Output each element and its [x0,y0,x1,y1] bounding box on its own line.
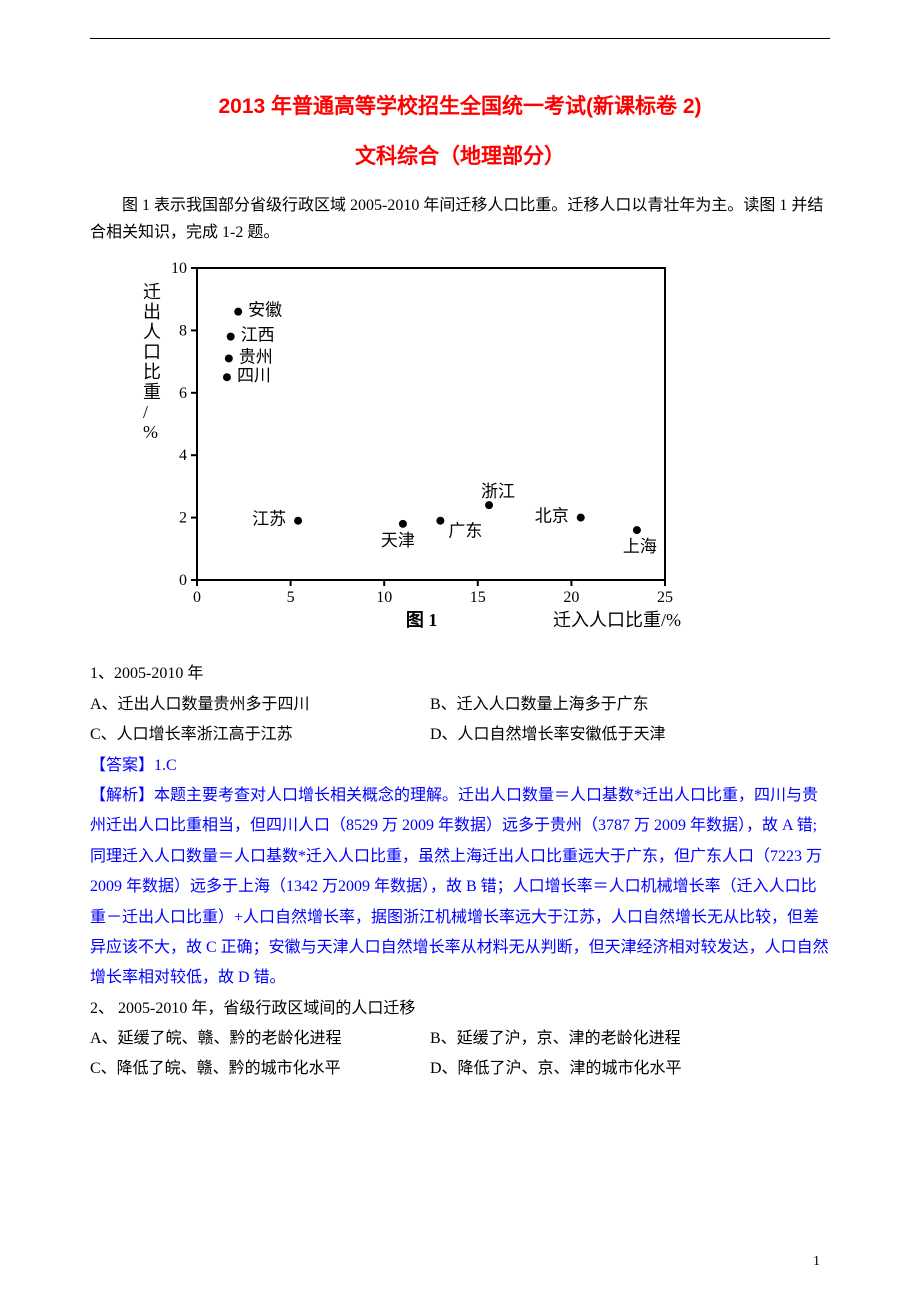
q2-opt-d: D、降低了沪、京、津的城市化水平 [430,1054,682,1084]
figure-1-scatter: 0 5 10 15 20 25 0 2 4 6 8 10 迁出人口比重/% 图 1 迁入人口比重/% 安徽江西… [125,256,685,641]
page-number: 1 [813,1254,820,1270]
top-rule [90,38,830,39]
intro-paragraph: 图 1 表示我国部分省级行政区域 2005-2010 年间迁移人口比重。迁移人口… [90,192,830,246]
svg-text:0: 0 [193,589,201,606]
svg-text:北京: 北京 [535,507,569,526]
q2-opt-b: B、延缓了沪，京、津的老龄化进程 [430,1024,681,1054]
svg-text:江西: 江西 [241,326,275,345]
q2-opt-c: C、降低了皖、赣、黔的城市化水平 [90,1054,430,1084]
svg-text:上海: 上海 [623,537,657,556]
svg-text:25: 25 [657,589,673,606]
q2-row-cd: C、降低了皖、赣、黔的城市化水平 D、降低了沪、京、津的城市化水平 [90,1054,830,1084]
q1-opt-d: D、人口自然增长率安徽低于天津 [430,720,666,750]
svg-text:广东: 广东 [448,522,482,541]
exam-subtitle: 文科综合（地理部分） [90,140,830,170]
scatter-chart-svg: 0 5 10 15 20 25 0 2 4 6 8 10 迁出人口比重/% 图 1 迁入人口比重/% 安徽江西… [125,256,685,636]
svg-text:6: 6 [179,385,187,402]
q1-analysis: 【解析】本题主要考查对人口增长相关概念的理解。迁出人口数量＝人口基数*迁出人口比… [90,781,830,994]
svg-text:浙江: 浙江 [481,482,515,501]
svg-text:10: 10 [376,589,392,606]
svg-text:江苏: 江苏 [252,510,286,529]
svg-text:天津: 天津 [381,531,415,550]
svg-text:8: 8 [179,323,187,340]
svg-text:图 1: 图 1 [406,610,438,630]
q2-opt-a: A、延缓了皖、赣、黔的老龄化进程 [90,1024,430,1054]
q1-answer: 【答案】1.C [90,751,830,781]
svg-text:贵州: 贵州 [239,348,273,367]
svg-text:4: 4 [179,448,187,465]
q1-row-ab: A、迁出人口数量贵州多于四川 B、迁入人口数量上海多于广东 [90,690,830,720]
svg-text:0: 0 [179,572,187,589]
svg-text:20: 20 [563,589,579,606]
q2-stem: 2、 2005-2010 年，省级行政区域间的人口迁移 [90,994,830,1024]
svg-text:迁入人口比重/%: 迁入人口比重/% [553,610,681,630]
svg-text:15: 15 [470,589,486,606]
q1-opt-a: A、迁出人口数量贵州多于四川 [90,690,430,720]
q1-stem: 1、2005-2010 年 [90,659,830,689]
q1-row-cd: C、人口增长率浙江高于江苏 D、人口自然增长率安徽低于天津 [90,720,830,750]
svg-text:四川: 四川 [237,367,271,386]
q1-opt-b: B、迁入人口数量上海多于广东 [430,690,649,720]
svg-text:2: 2 [179,510,187,527]
exam-title: 2013 年普通高等学校招生全国统一考试(新课标卷 2) [90,90,830,120]
q2-row-ab: A、延缓了皖、赣、黔的老龄化进程 B、延缓了沪，京、津的老龄化进程 [90,1024,830,1054]
svg-text:10: 10 [171,260,187,277]
svg-text:5: 5 [287,589,295,606]
q1-opt-c: C、人口增长率浙江高于江苏 [90,720,430,750]
svg-text:安徽: 安徽 [248,301,282,320]
svg-text:迁出人口比重/%: 迁出人口比重/% [143,282,161,442]
